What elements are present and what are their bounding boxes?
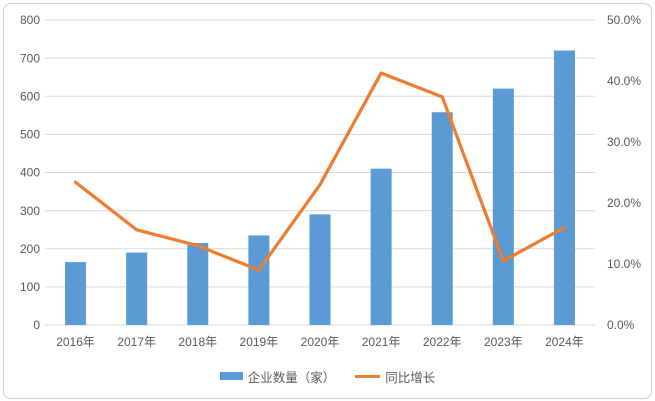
left-axis-tick-label: 400 — [20, 166, 40, 180]
x-axis-tick-label: 2021年 — [362, 335, 401, 349]
line-series-swatch-icon — [355, 374, 381, 378]
left-axis-tick-label: 200 — [20, 242, 40, 256]
legend-item-line-series: 同比增长 — [355, 367, 435, 386]
legend-item-bar-series: 企业数量（家） — [219, 367, 336, 386]
bar-2023年 — [492, 88, 514, 325]
left-axis-tick-label: 500 — [20, 128, 40, 142]
x-axis-tick-label: 2019年 — [240, 335, 279, 349]
bar-2016年 — [65, 262, 87, 325]
growth-line — [73, 71, 567, 272]
chart-frame — [3, 3, 652, 399]
legend-label-line-series: 同比增长 — [385, 370, 436, 385]
x-axis-tick-label: 2024年 — [545, 335, 584, 349]
x-axis-tick-label: 2017年 — [117, 335, 156, 349]
bar-2022年 — [431, 112, 453, 325]
bar-2020年 — [309, 214, 331, 325]
right-axis-tick-label: 20.0% — [607, 196, 641, 210]
chart-legend: 企业数量（家） 同比增长 — [0, 365, 655, 387]
bar-2018年 — [187, 243, 209, 325]
right-axis-tick-label: 10.0% — [607, 257, 641, 271]
right-axis-tick-label: 0.0% — [607, 318, 635, 332]
bar-2024年 — [553, 50, 575, 325]
bar-series-swatch-icon — [219, 372, 243, 380]
left-axis-tick-label: 600 — [20, 89, 40, 103]
left-axis-tick-label: 100 — [20, 280, 40, 294]
bar-2021年 — [370, 168, 392, 325]
x-axis-tick-label: 2018年 — [178, 335, 217, 349]
right-axis-tick-label: 40.0% — [607, 74, 641, 88]
left-axis-tick-label: 700 — [20, 51, 40, 65]
left-axis-tick-label: 800 — [20, 13, 40, 27]
x-axis-tick-label: 2020年 — [301, 335, 340, 349]
right-axis-tick-label: 30.0% — [607, 135, 641, 149]
x-axis-tick-label: 2016年 — [56, 335, 95, 349]
right-axis-tick-label: 50.0% — [607, 13, 641, 27]
bar-2019年 — [248, 235, 270, 325]
bar-2017年 — [126, 252, 148, 325]
left-axis-tick-label: 0 — [33, 318, 40, 332]
x-axis-tick-label: 2022年 — [423, 335, 462, 349]
left-axis-tick-label: 300 — [20, 204, 40, 218]
x-axis-tick-label: 2023年 — [484, 335, 523, 349]
legend-label-bar-series: 企业数量（家） — [247, 370, 336, 385]
